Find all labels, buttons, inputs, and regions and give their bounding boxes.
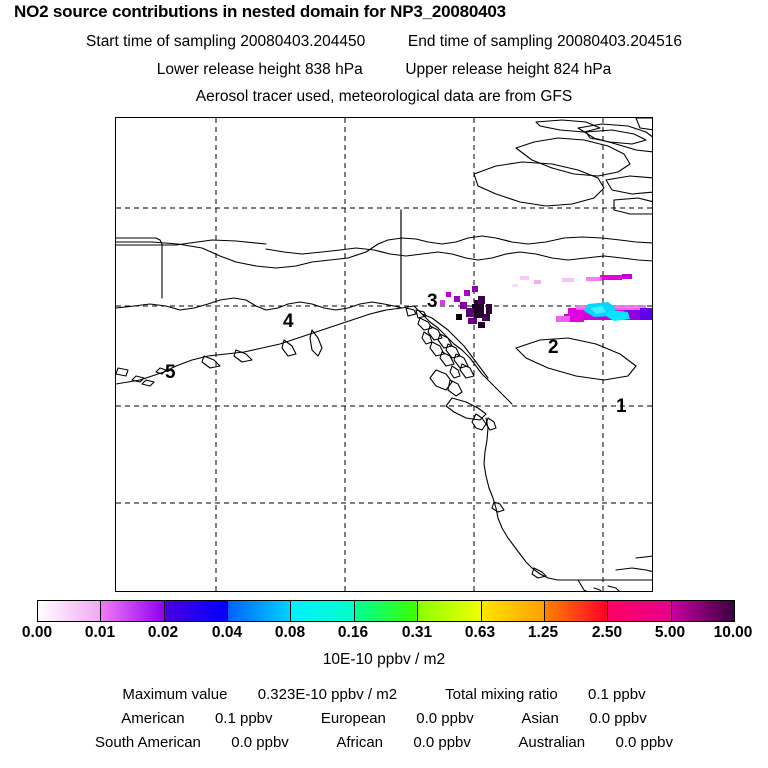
colorbar-container [37,600,735,622]
footer-row-summary: Maximum value 0.323E-10 ppbv / m2 Total … [0,686,768,703]
upper-height-label: Upper release height [405,61,550,78]
region-label-2: 2 [548,337,559,358]
start-time-value: 20080403.204450 [240,33,366,50]
source-european-label: European [320,710,386,727]
coastline-paths [116,118,652,591]
colorbar [37,600,735,622]
source-african-value: 0.0 ppbv [413,734,471,751]
map-plot-area: 1 2 3 4 5 [115,117,653,592]
colorbar-tick-2: 0.02 [147,624,179,641]
colorbar-segment-1 [101,601,165,621]
colorbar-segment-0 [38,601,102,621]
region-label-1: 1 [616,396,627,417]
source-australian-label: Australian [518,734,586,751]
source-australian-value: 0.0 ppbv [615,734,673,751]
colorbar-tick-3: 0.04 [211,624,243,641]
source-african-label: African [336,734,383,751]
colorbar-segment-4 [291,601,355,621]
footer-row-sources-top: American 0.1 ppbv European 0.0 ppbv Asia… [0,710,768,727]
colorbar-segment-9 [608,601,672,621]
max-value-label: Maximum value [122,686,228,703]
end-time-value: 20080403.204516 [556,33,682,50]
source-south-american-label: South American [95,734,201,751]
colorbar-segment-10 [671,601,734,621]
source-european-value: 0.0 ppbv [416,710,474,727]
region-label-4: 4 [283,311,294,332]
colorbar-tick-4: 0.08 [274,624,306,641]
colorbar-unit-label: 10E-10 ppbv / m2 [322,651,446,668]
plume-coastal-cluster [440,286,492,328]
source-asian-value: 0.0 ppbv [589,710,647,727]
colorbar-segment-2 [164,601,229,621]
colorbar-segment-5 [354,601,419,621]
colorbar-tick-10: 5.00 [654,624,686,641]
total-mixing-ratio-label: Total mixing ratio [445,686,558,703]
colorbar-tick-8: 1.25 [527,624,559,641]
source-american-value: 0.1 ppbv [214,710,273,727]
lower-height-label: Lower release height [156,61,301,78]
source-south-american-value: 0.0 ppbv [231,734,289,751]
colorbar-tick-labels: 0.00 0.01 0.02 0.04 0.08 0.16 0.31 0.63 1.25 2.50… [0,624,768,644]
sampling-time-line: Start time of sampling 20080403.204450 E… [0,33,768,51]
colorbar-segment-7 [481,601,545,621]
region-label-5: 5 [165,362,176,383]
colorbar-tick-6: 0.31 [401,624,433,641]
start-time-label: Start time of sampling [86,33,236,50]
colorbar-tick-1: 0.01 [84,624,116,641]
colorbar-tick-11: 10.00 [713,624,753,641]
colorbar-segment-6 [418,601,482,621]
colorbar-tick-0: 0.00 [21,624,53,641]
region-label-3: 3 [427,291,438,312]
map-canvas [116,118,652,591]
colorbar-tick-5: 0.16 [337,624,369,641]
colorbar-tick-7: 0.63 [464,624,496,641]
colorbar-tick-9: 2.50 [591,624,623,641]
tracer-note: Aerosol tracer used, meteorological data… [195,88,573,105]
release-height-line: Lower release height 838 hPa Upper relea… [0,61,768,79]
end-time-label: End time of sampling [407,33,553,50]
total-mixing-ratio-value: 0.1 ppbv [588,686,646,703]
page-title: NO2 source contributions in nested domai… [14,2,506,21]
plume-main-streak [556,302,652,322]
footer-row-sources-bottom: South American 0.0 ppbv African 0.0 ppbv… [0,734,768,751]
lower-height-value: 838 hPa [304,61,363,78]
source-asian-label: Asian [521,710,559,727]
plume-faint-speckle [512,276,541,287]
source-american-label: American [121,710,185,727]
plume-upper-dash [562,274,632,282]
colorbar-segment-3 [228,601,292,621]
plume-concentration-overlay [440,274,652,328]
colorbar-segment-8 [544,601,609,621]
max-value-value: 0.323E-10 ppbv / m2 [257,686,398,703]
upper-height-value: 824 hPa [553,61,612,78]
